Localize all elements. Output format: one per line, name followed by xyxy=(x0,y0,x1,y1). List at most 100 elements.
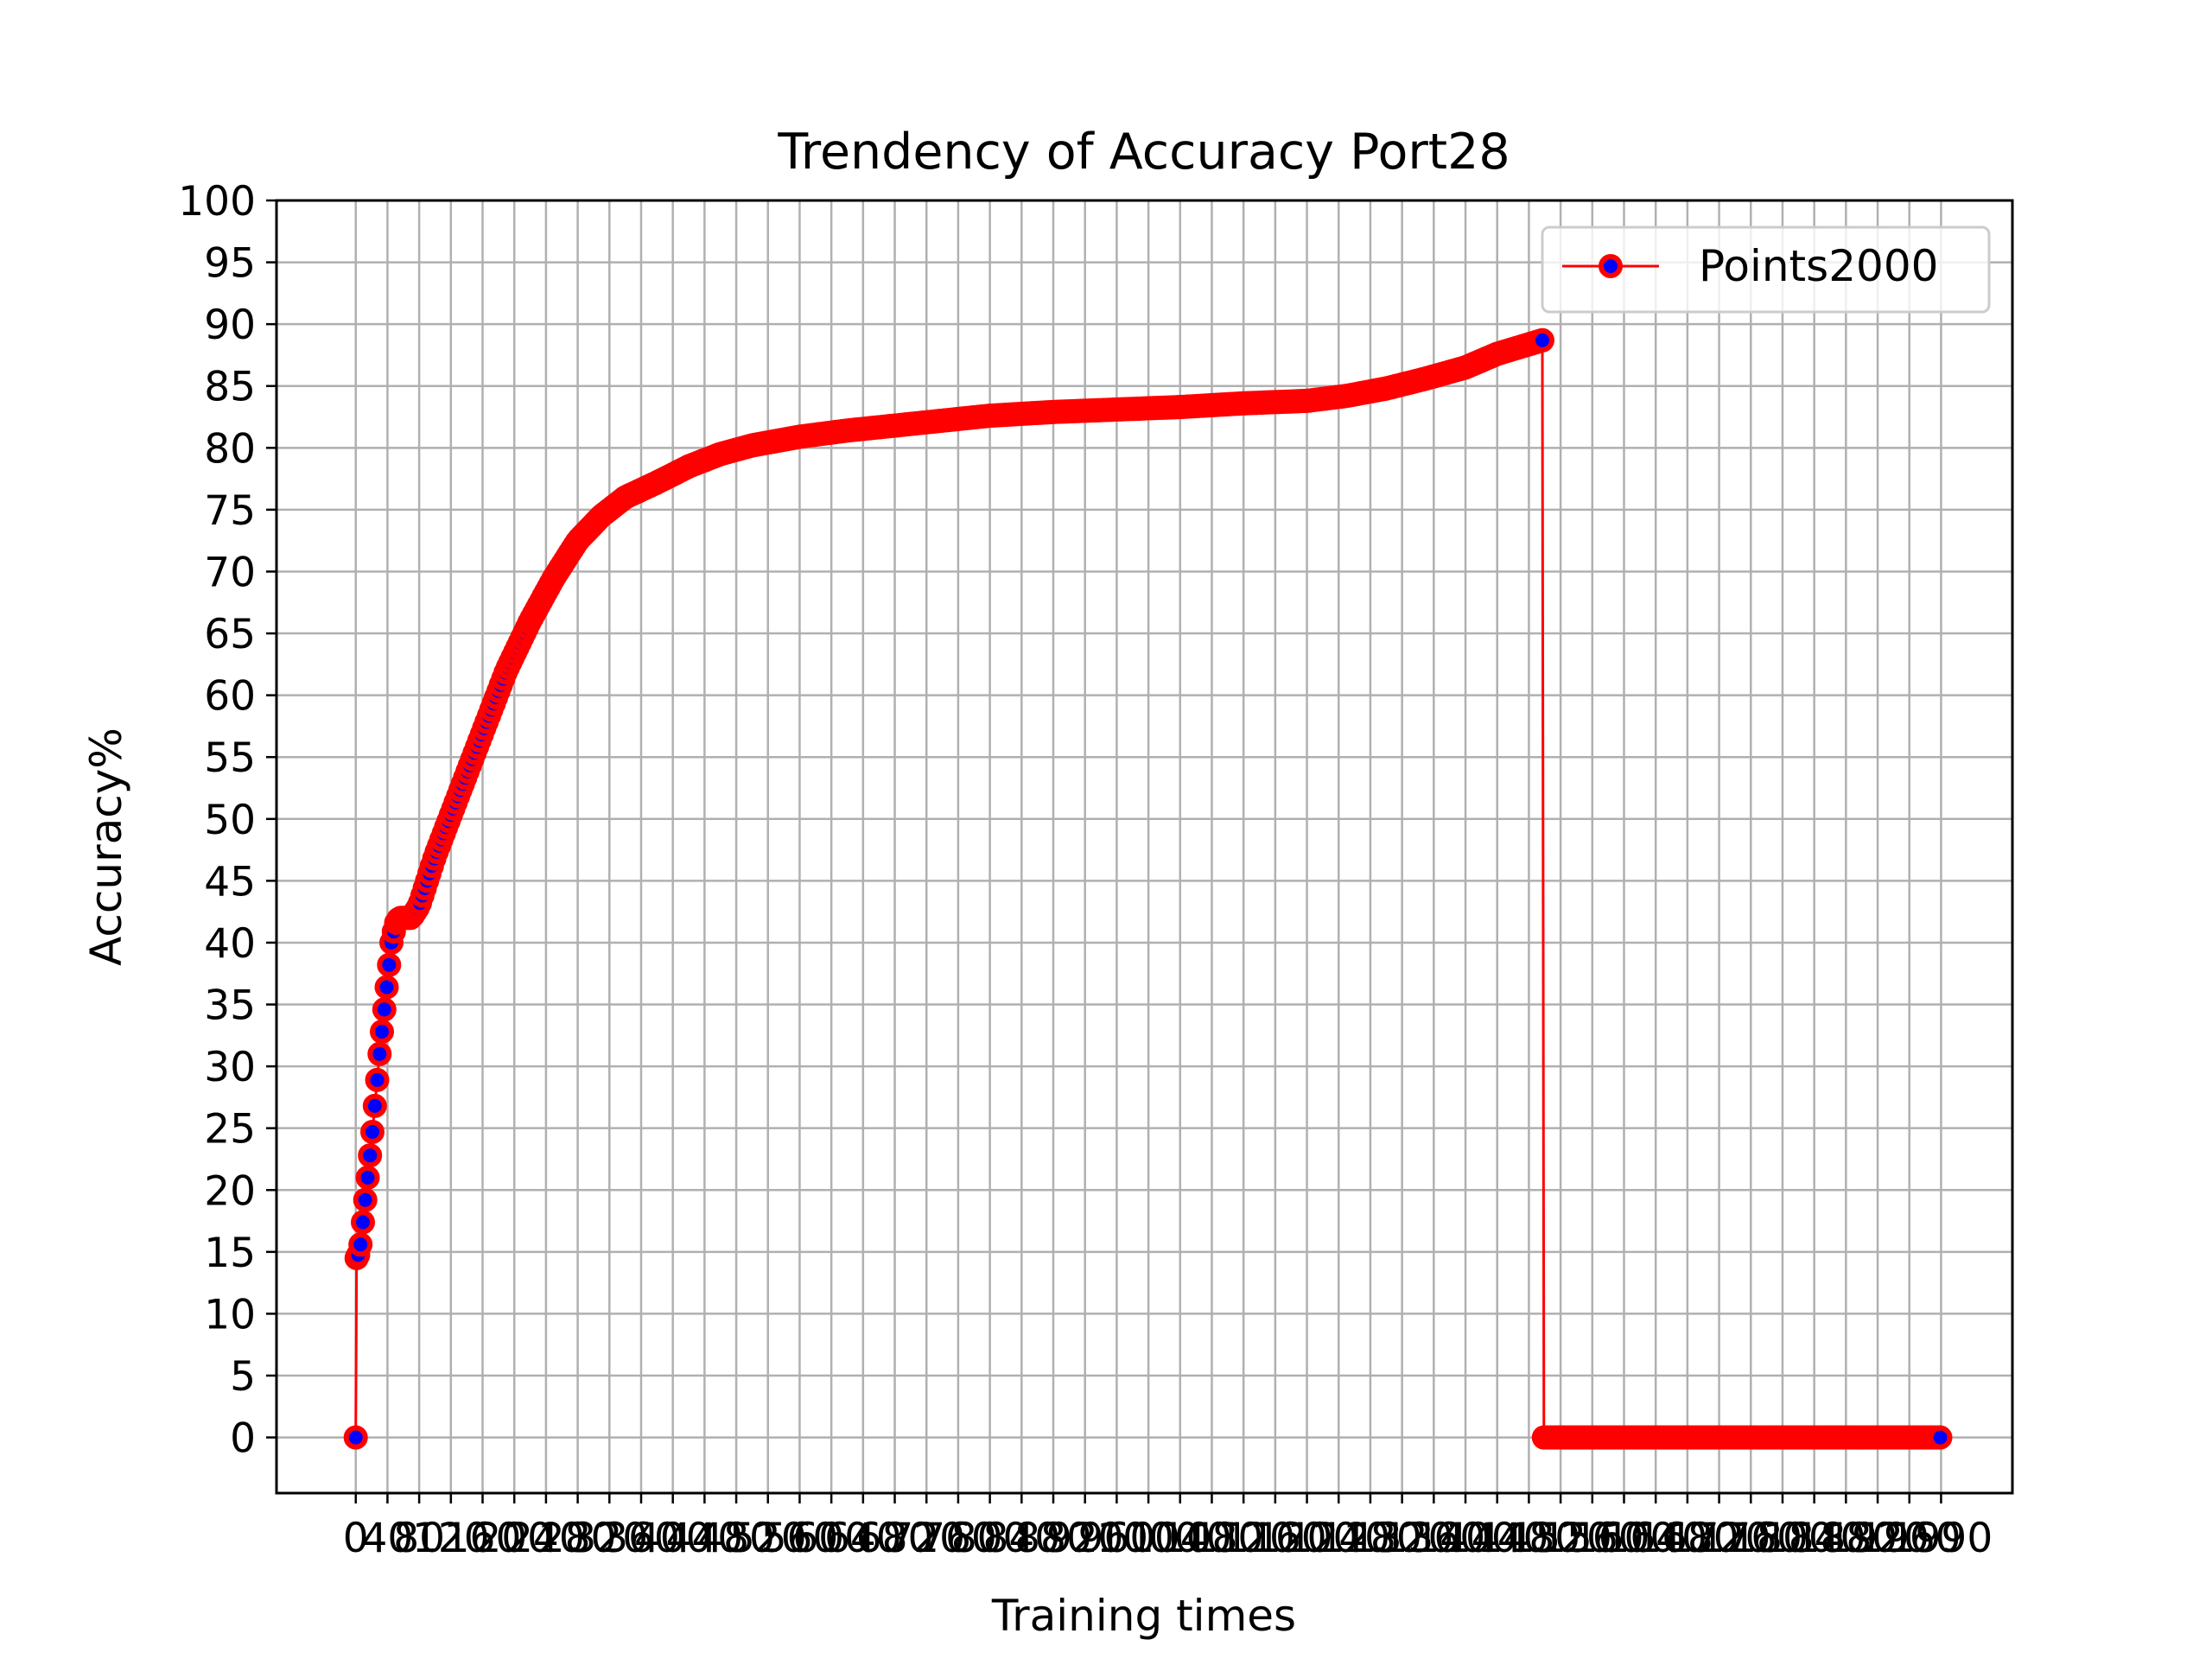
x-tick-label: 1000 xyxy=(1096,1515,1200,1562)
series-point xyxy=(351,1210,375,1235)
y-tick-label: 40 xyxy=(204,920,256,968)
series-point xyxy=(358,1143,383,1168)
x-tick-label: 1480 xyxy=(1478,1515,1581,1562)
x-tick-label: 1840 xyxy=(1763,1515,1866,1562)
series-point xyxy=(353,1187,378,1212)
x-tick-label: 0 xyxy=(343,1515,369,1562)
y-tick-label: 75 xyxy=(204,487,256,535)
x-tick-label: 560 xyxy=(761,1515,839,1562)
x-tick-label: 280 xyxy=(539,1515,617,1562)
x-tick-label: 400 xyxy=(634,1515,712,1562)
x-tick-label: 1440 xyxy=(1446,1515,1549,1562)
x-tick-label: 1280 xyxy=(1319,1515,1422,1562)
x-tick-label: 1360 xyxy=(1382,1515,1486,1562)
series-point xyxy=(355,1165,380,1190)
x-tick-label: 1990 xyxy=(1890,1515,1993,1562)
x-tick-label: 1760 xyxy=(1699,1515,1802,1562)
x-tick-label: 240 xyxy=(507,1515,585,1562)
legend: Points2000 xyxy=(1541,226,1991,314)
series-point xyxy=(370,1020,394,1044)
y-tick-label: 45 xyxy=(204,858,256,906)
y-tick-label: 5 xyxy=(230,1353,256,1401)
x-tick-label: 640 xyxy=(824,1515,902,1562)
x-tick-label: 1800 xyxy=(1731,1515,1834,1562)
y-tick-label: 90 xyxy=(204,302,256,349)
x-tick-label: 1120 xyxy=(1192,1515,1295,1562)
x-tick-label: 80 xyxy=(393,1515,445,1562)
y-tick-label: 55 xyxy=(204,734,256,782)
x-tick-label: 440 xyxy=(666,1515,744,1562)
x-tick-label: 1200 xyxy=(1255,1515,1359,1562)
y-tick-label: 30 xyxy=(204,1044,256,1091)
series-point xyxy=(372,997,397,1022)
y-axis-label: Accuracy% xyxy=(81,728,131,966)
y-tick-label: 50 xyxy=(204,797,256,844)
series-point xyxy=(374,975,399,1000)
y-tick-label: 95 xyxy=(204,240,256,288)
x-tick-label: 1320 xyxy=(1351,1515,1454,1562)
series-point xyxy=(362,1093,387,1118)
x-tick-label: 120 xyxy=(412,1515,490,1562)
x-tick-label: 760 xyxy=(919,1515,997,1562)
series-points2000 xyxy=(343,327,1953,1450)
legend-label: Points2000 xyxy=(1699,241,1938,291)
x-tick-label: 1240 xyxy=(1287,1515,1390,1562)
x-tick-label: 600 xyxy=(792,1515,870,1562)
x-tick-label: 1880 xyxy=(1795,1515,1898,1562)
x-tick-label: 160 xyxy=(444,1515,522,1562)
y-tick-label: 10 xyxy=(204,1291,256,1338)
x-tick-label: 840 xyxy=(982,1515,1060,1562)
x-tick-label: 320 xyxy=(570,1515,648,1562)
x-tick-label: 1720 xyxy=(1668,1515,1771,1562)
x-tick-label: 800 xyxy=(951,1515,1029,1562)
series-point xyxy=(360,1120,385,1144)
y-tick-label: 60 xyxy=(204,673,256,721)
plot-frame xyxy=(275,199,2014,1495)
x-tick-label: 680 xyxy=(856,1515,934,1562)
y-tick-label: 15 xyxy=(204,1230,256,1277)
x-tick-label: 40 xyxy=(362,1515,414,1562)
y-tick-label: 25 xyxy=(204,1106,256,1154)
x-tick-label: 920 xyxy=(1046,1515,1124,1562)
x-tick-label: 520 xyxy=(729,1515,807,1562)
y-tick-label: 85 xyxy=(204,364,256,411)
y-tick-label: 35 xyxy=(204,982,256,1030)
y-axis-ticks: 0 5 10 15 20 25 30 35 40 45 50 55 60 65 70 75 80 85 90 95 10… xyxy=(178,178,276,1463)
series-point xyxy=(377,952,402,977)
x-tick-label: 1600 xyxy=(1573,1515,1676,1562)
x-tick-label: 1400 xyxy=(1414,1515,1517,1562)
series-point xyxy=(367,1041,392,1066)
x-tick-label: 1560 xyxy=(1541,1515,1644,1562)
x-axis-ticks: 0408012016020024028032036040044048052056… xyxy=(343,1493,1993,1562)
y-tick-label: 65 xyxy=(204,611,256,658)
x-tick-label: 1160 xyxy=(1224,1515,1327,1562)
y-tick-label: 100 xyxy=(178,178,256,226)
y-tick-label: 70 xyxy=(204,549,256,596)
y-tick-label: 0 xyxy=(230,1415,256,1463)
y-tick-label: 80 xyxy=(204,425,256,473)
x-tick-label: 1640 xyxy=(1604,1515,1707,1562)
x-tick-label: 1920 xyxy=(1826,1515,1929,1562)
x-axis-label: Training times xyxy=(991,1591,1296,1641)
y-tick-label: 20 xyxy=(204,1167,256,1215)
x-tick-label: 1080 xyxy=(1160,1515,1264,1562)
series-point xyxy=(1928,1425,1953,1450)
x-tick-label: 880 xyxy=(1014,1515,1092,1562)
x-tick-label: 360 xyxy=(602,1515,680,1562)
x-tick-label: 720 xyxy=(887,1515,965,1562)
x-tick-label: 1040 xyxy=(1128,1515,1232,1562)
series-point xyxy=(348,1232,373,1257)
x-tick-label: 480 xyxy=(697,1515,775,1562)
legend-box xyxy=(1541,226,1991,314)
x-tick-label: 1680 xyxy=(1636,1515,1739,1562)
x-tick-label: 1960 xyxy=(1858,1515,1961,1562)
legend-marker-swatch xyxy=(1599,254,1623,278)
x-tick-label: 200 xyxy=(475,1515,553,1562)
x-tick-label: 960 xyxy=(1078,1515,1156,1562)
chart-title: Trendency of Accuracy Port28 xyxy=(777,124,1510,181)
series-point xyxy=(343,1425,368,1450)
x-tick-label: 1520 xyxy=(1509,1515,1612,1562)
series-point xyxy=(1530,327,1554,353)
series-point xyxy=(365,1067,390,1092)
